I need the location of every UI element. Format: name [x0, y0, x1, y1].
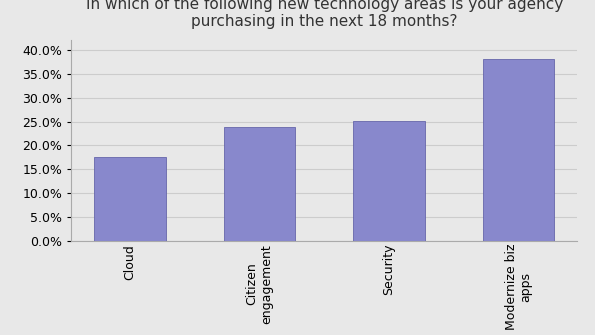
Bar [224, 127, 295, 241]
Bar [483, 59, 554, 241]
Bar [95, 157, 165, 241]
Bar [353, 121, 425, 241]
Title: In which of the following new technology areas is your agency
purchasing in the : In which of the following new technology… [86, 0, 563, 29]
